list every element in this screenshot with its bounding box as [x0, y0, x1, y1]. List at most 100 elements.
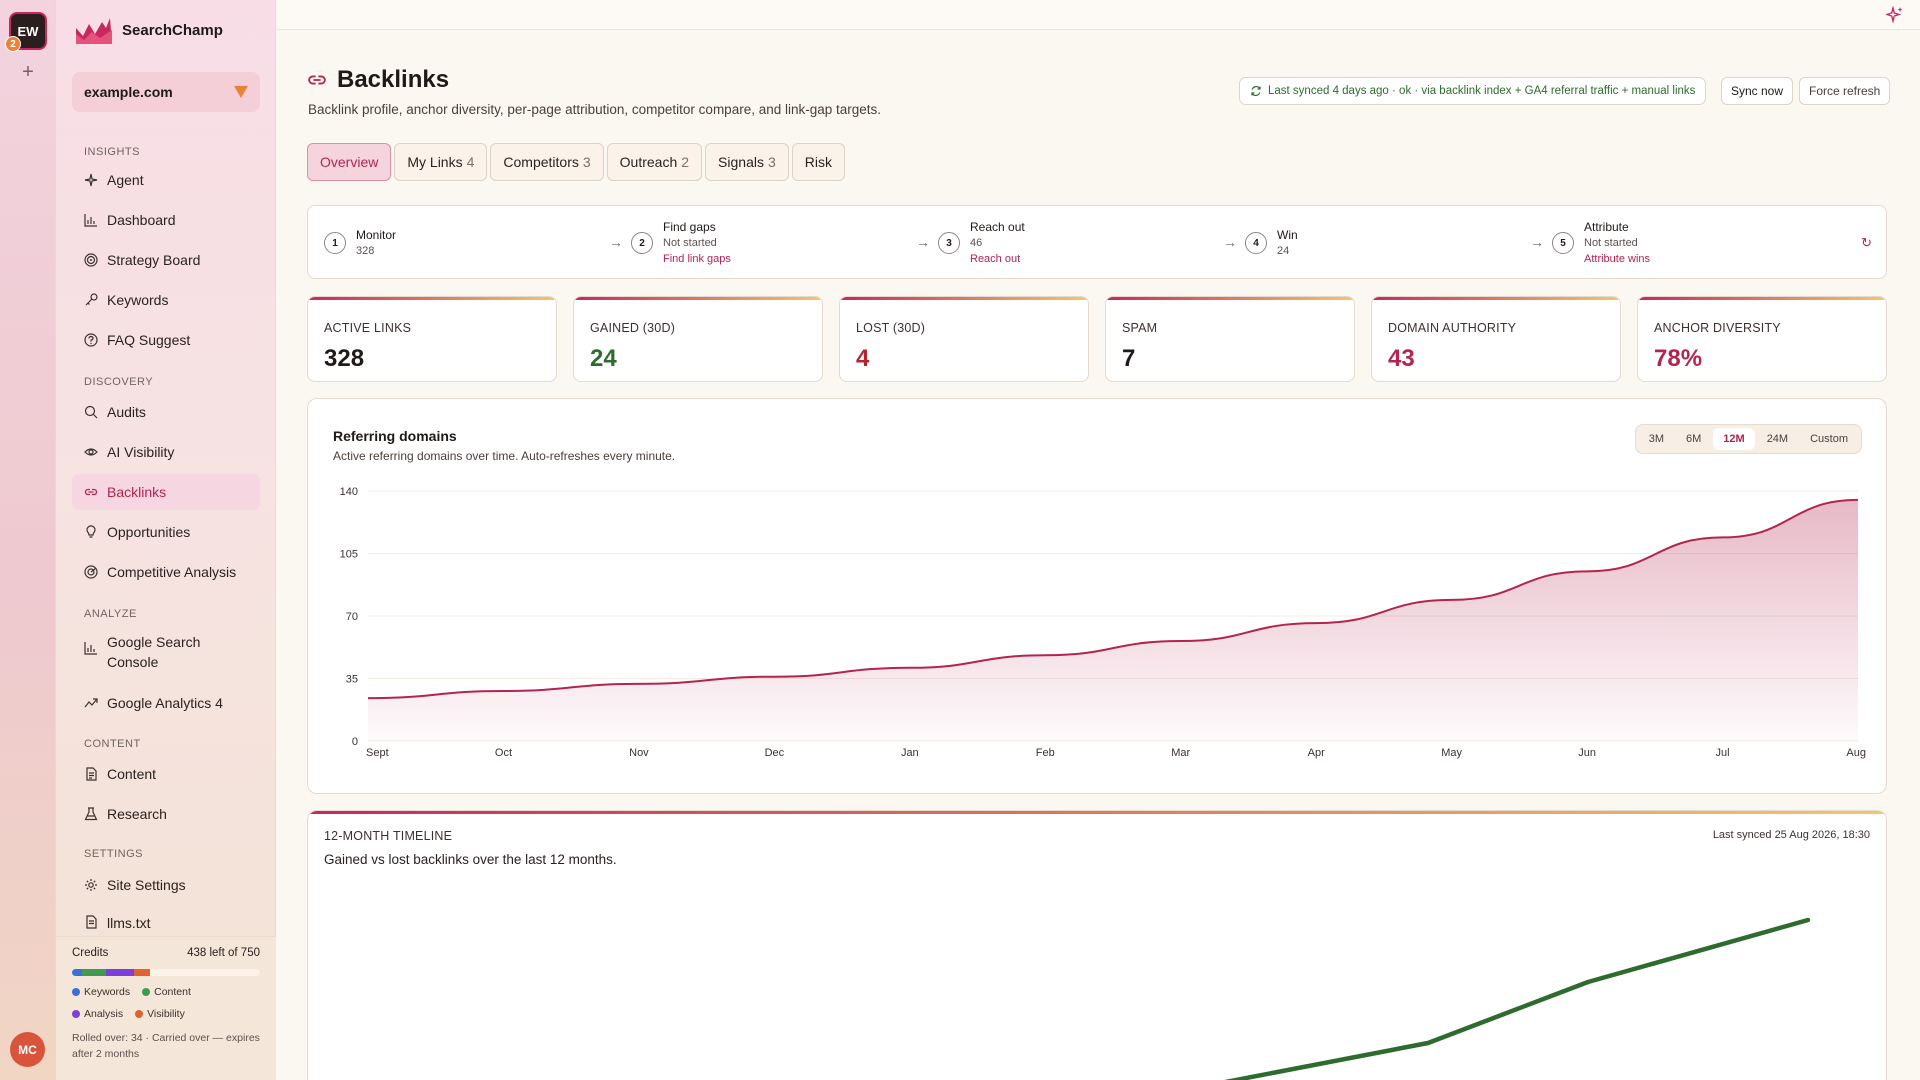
kpi-anchor-diversity: ANCHOR DIVERSITY 78%	[1637, 296, 1887, 382]
y-tick-label: 140	[340, 486, 358, 498]
y-tick-label: 70	[346, 611, 358, 623]
step-number: 3	[938, 232, 960, 254]
timeline-card: 12-MONTH TIMELINE Gained vs lost backlin…	[307, 810, 1887, 1080]
step-win[interactable]: 4 Win 24	[1245, 206, 1298, 280]
find-link-gaps-link[interactable]: Find link gaps	[663, 253, 731, 265]
sync-status-text: Last synced 4 days ago · ok · via backli…	[1268, 85, 1696, 97]
brand[interactable]: SearchChamp	[76, 16, 223, 44]
credits-remaining: 438 left of 750	[187, 947, 260, 959]
credits-bar-keywords	[72, 969, 82, 976]
refresh-icon[interactable]: ↻	[1861, 235, 1872, 250]
step-monitor[interactable]: 1 Monitor 328	[324, 206, 396, 280]
sidebar-item-ai-visibility[interactable]: AI Visibility	[72, 434, 260, 470]
sidebar-item-site-settings[interactable]: Site Settings	[72, 867, 260, 903]
step-reach-out[interactable]: 3 Reach out 46 Reach out	[938, 206, 1025, 280]
kpi-label: LOST (30D)	[856, 321, 926, 335]
sidebar-item-agent[interactable]: Agent	[72, 162, 260, 198]
reach-out-link[interactable]: Reach out	[970, 253, 1021, 265]
arrow-right-icon: →	[1223, 234, 1237, 250]
tab-bar: Overview My Links 4 Competitors 3 Outreach…	[307, 143, 845, 181]
tab-competitors[interactable]: Competitors 3	[490, 143, 604, 181]
lightbulb-icon	[86, 525, 96, 538]
link-icon	[84, 488, 98, 496]
eye-icon	[84, 448, 98, 456]
range-3m[interactable]: 3M	[1648, 433, 1664, 445]
workspace-notification-count: 2	[5, 36, 21, 52]
kpi-value: 7	[1122, 345, 1136, 372]
tab-count: 4	[466, 154, 475, 170]
main-content: Backlinks Backlink profile, anchor diver…	[277, 30, 1920, 1080]
step-status: 328	[356, 245, 375, 257]
ai-sparkle-icon[interactable]	[1886, 6, 1904, 24]
y-tick-label: 35	[346, 674, 358, 686]
sidebar-item-faq-suggest[interactable]: FAQ Suggest	[72, 322, 260, 358]
sidebar-item-dashboard[interactable]: Dashboard	[72, 202, 260, 238]
flask-icon	[84, 807, 98, 821]
range-6m[interactable]: 6M	[1686, 433, 1702, 445]
nav-section-content: CONTENT	[84, 738, 141, 750]
x-tick-label: Mar	[1171, 747, 1190, 759]
chart-subtitle: Active referring domains over time. Auto…	[333, 449, 676, 463]
tab-risk[interactable]: Risk	[791, 143, 845, 181]
tab-my-links[interactable]: My Links 4	[394, 143, 488, 181]
step-title: Reach out	[970, 220, 1025, 234]
step-number: 2	[631, 232, 653, 254]
sidebar-item-label: Opportunities	[107, 524, 191, 540]
tab-signals[interactable]: Signals 3	[705, 143, 789, 181]
sidebar-item-google-analytics-4[interactable]: Google Analytics 4	[72, 685, 260, 721]
sidebar-item-strategy-board[interactable]: Strategy Board	[72, 242, 260, 278]
site-selector-value: example.com	[84, 84, 173, 100]
kpi-label: DOMAIN AUTHORITY	[1388, 321, 1517, 335]
sidebar-item-label: Research	[107, 806, 167, 822]
tab-count: 3	[767, 154, 776, 170]
step-find-gaps[interactable]: 2 Find gaps Not started Find link gaps	[631, 206, 731, 280]
step-title: Win	[1277, 228, 1298, 242]
credits-label: Credits	[72, 947, 109, 959]
arrow-right-icon: →	[609, 234, 623, 250]
range-24m[interactable]: 24M	[1766, 433, 1789, 445]
sidebar-item-llms-txt[interactable]: llms.txt	[72, 906, 260, 932]
kpi-value: 4	[856, 345, 870, 372]
nav-section-discovery: DISCOVERY	[84, 376, 154, 388]
sidebar-item-research[interactable]: Research	[72, 796, 260, 832]
sidebar-item-competitive-analysis[interactable]: Competitive Analysis	[72, 554, 260, 590]
step-attribute[interactable]: 5 Attribute Not started Attribute wins	[1552, 206, 1650, 280]
gear-icon	[85, 879, 97, 891]
force-refresh-button[interactable]: Force refresh	[1799, 77, 1891, 105]
user-avatar[interactable]: MC	[10, 1032, 45, 1067]
area-fill	[368, 499, 1858, 741]
sidebar-item-content[interactable]: Content	[72, 756, 260, 792]
kpi-gained: GAINED (30D) 24	[573, 296, 823, 382]
tab-overview[interactable]: Overview	[307, 143, 392, 181]
range-12m[interactable]: 12M	[1713, 428, 1755, 450]
sidebar-item-backlinks[interactable]: Backlinks	[72, 474, 260, 510]
arrow-right-icon: →	[916, 234, 930, 250]
sidebar-item-opportunities[interactable]: Opportunities	[72, 514, 260, 550]
link-icon	[308, 75, 326, 85]
bar-chart-icon	[84, 214, 97, 227]
sidebar-item-label: FAQ Suggest	[107, 332, 191, 348]
sidebar-item-google-search-console[interactable]: Google Search Console	[72, 628, 260, 672]
sidebar-item-label: Audits	[107, 404, 146, 420]
attribute-wins-link[interactable]: Attribute wins	[1584, 253, 1651, 265]
sidebar-item-keywords[interactable]: Keywords	[72, 282, 260, 318]
page-title-text: Backlinks	[337, 66, 450, 93]
logo-icon	[76, 18, 112, 44]
timeline-subtitle: Gained vs lost backlinks over the last 1…	[324, 852, 617, 867]
add-workspace-button[interactable]: +	[22, 61, 34, 83]
sidebar-item-label: llms.txt	[107, 915, 151, 931]
kpi-label: GAINED (30D)	[590, 321, 676, 335]
site-selector[interactable]: example.com	[72, 72, 260, 112]
step-number: 1	[324, 232, 346, 254]
y-tick-label: 0	[352, 736, 358, 748]
search-icon	[84, 405, 98, 419]
sidebar-item-label: Dashboard	[107, 212, 176, 228]
sidebar-item-audits[interactable]: Audits	[72, 394, 260, 430]
referring-domains-chart: 0 35 70 105 140 Sept Oct Nov Dec Jan Feb Mar Apr May J…	[340, 486, 1866, 759]
key-icon	[85, 293, 98, 306]
range-custom[interactable]: Custom	[1810, 433, 1848, 445]
x-tick-label: Aug	[1846, 747, 1866, 759]
step-number: 5	[1552, 232, 1574, 254]
tab-outreach[interactable]: Outreach 2	[606, 143, 703, 181]
sync-now-button[interactable]: Sync now	[1721, 77, 1794, 105]
